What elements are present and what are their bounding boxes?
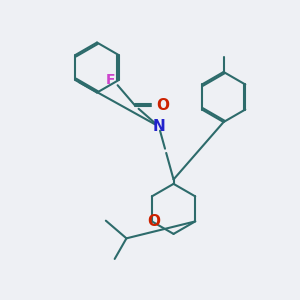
Text: N: N (152, 119, 165, 134)
Text: O: O (156, 98, 169, 113)
Text: F: F (106, 73, 115, 87)
Text: O: O (147, 214, 160, 229)
